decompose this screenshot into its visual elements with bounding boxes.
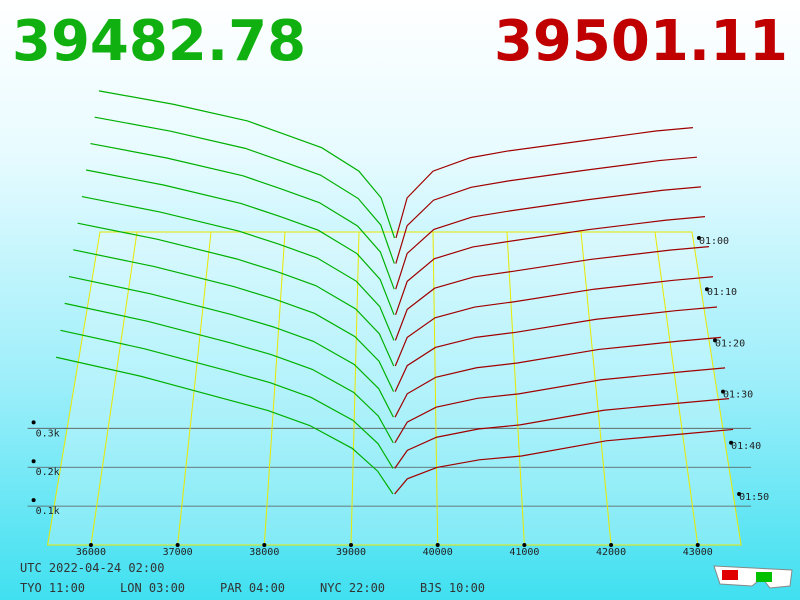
city-time: TYO 11:00 xyxy=(20,581,85,595)
city-time: PAR 04:00 xyxy=(220,581,285,595)
tick-dot xyxy=(721,389,726,394)
x-tick-label: 38000 xyxy=(249,547,279,558)
bid-depth-line xyxy=(56,356,394,495)
x-tick-label: 39000 xyxy=(336,547,366,558)
grid-line xyxy=(350,231,360,546)
ask-depth-line xyxy=(394,216,706,315)
ask-depth-line xyxy=(394,367,726,444)
ask-depth-line xyxy=(394,428,734,495)
bid-depth-line xyxy=(64,302,394,444)
ask-depth-line xyxy=(394,246,710,341)
y-tick-label: 0.2k xyxy=(36,467,60,478)
x-tick-label: 43000 xyxy=(683,547,713,558)
x-tick-label: 37000 xyxy=(163,547,193,558)
bid-depth-line xyxy=(90,142,395,290)
bid-depth-line xyxy=(94,116,395,264)
grid-line xyxy=(90,231,138,546)
tick-dot xyxy=(729,440,734,445)
y-tick-label: 0.1k xyxy=(36,506,60,517)
tick-dot xyxy=(262,543,267,547)
floor xyxy=(47,231,742,546)
ask-depth-line xyxy=(395,127,693,239)
ask-price: 39501.11 xyxy=(494,9,788,74)
x-tick-label: 42000 xyxy=(596,547,626,558)
ask-depth-line xyxy=(394,276,714,367)
bid-depth-line xyxy=(81,195,395,341)
time-tick-label: 01:10 xyxy=(707,287,737,298)
city-time: LON 03:00 xyxy=(120,581,185,595)
ask-depth-line xyxy=(395,156,698,264)
tick-dot xyxy=(31,498,36,503)
grid-line xyxy=(580,231,612,546)
tick-dot xyxy=(31,420,36,425)
utc-time: UTC 2022-04-24 02:00 xyxy=(20,561,165,575)
time-tick-label: 01:30 xyxy=(723,390,753,401)
x-tick-label: 41000 xyxy=(509,547,539,558)
tick-dot xyxy=(696,236,701,240)
grid-line xyxy=(177,231,212,546)
tick-dot xyxy=(737,492,742,496)
bid-depth-line xyxy=(73,249,395,392)
ask-depth-line xyxy=(394,336,722,418)
city-time: NYC 22:00 xyxy=(320,581,385,595)
bid-depth-line xyxy=(68,275,394,418)
ask-depth-line xyxy=(394,306,718,392)
tick-dot xyxy=(435,543,440,547)
tick-dot xyxy=(175,543,180,547)
time-tick-label: 01:40 xyxy=(731,441,761,452)
glasses-icon xyxy=(713,565,793,589)
ask-depth-line xyxy=(395,186,702,290)
grid-line xyxy=(263,231,286,546)
city-time: BJS 10:00 xyxy=(420,581,485,595)
tick-dot xyxy=(609,543,614,547)
bid-depth-line xyxy=(77,222,395,367)
grid-line xyxy=(654,231,699,546)
time-tick-label: 01:00 xyxy=(699,236,729,247)
y-tick-label: 0.3k xyxy=(36,428,60,439)
plot: 0.1k 0.2k 0.3k 36000 37000 38000 39000 40000 410… xyxy=(27,90,769,558)
tick-dot xyxy=(704,287,709,292)
time-tick-label: 01:20 xyxy=(715,338,745,349)
tick-dot xyxy=(522,543,527,547)
bid-depth-line xyxy=(86,169,395,316)
tick-dot xyxy=(713,338,718,343)
grid-line xyxy=(432,231,439,546)
bid-price: 39482.78 xyxy=(12,9,306,74)
tick-dot xyxy=(88,543,93,547)
ask-depth-line xyxy=(394,397,730,469)
tick-dot xyxy=(695,543,700,547)
tick-dot xyxy=(349,543,354,547)
x-tick-label: 40000 xyxy=(423,547,453,558)
bid-depth-line xyxy=(98,90,396,239)
bid-depth-line xyxy=(60,329,394,469)
x-tick-label: 36000 xyxy=(76,547,106,558)
grid-line xyxy=(506,231,525,546)
time-tick-label: 01:50 xyxy=(739,492,769,503)
tick-dot xyxy=(31,459,36,464)
